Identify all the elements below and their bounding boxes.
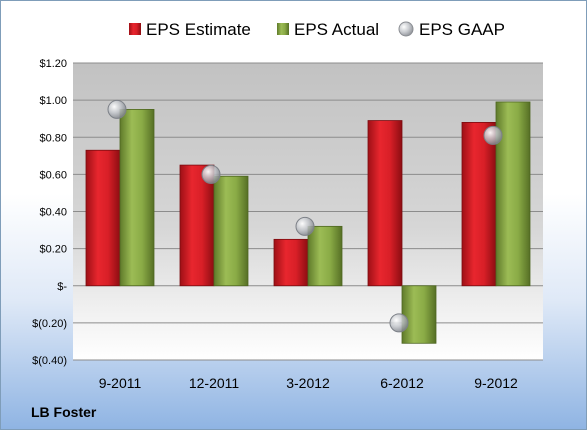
x-category-label: 6-2012 (380, 375, 424, 391)
point-eps-gaap (201, 164, 221, 184)
x-category-label: 9-2012 (474, 375, 518, 391)
x-category-label: 9-2011 (99, 375, 142, 391)
y-tick-label: $1.00 (39, 95, 67, 107)
legend-marker-gaap (398, 21, 414, 37)
legend: EPS Estimate EPS Actual EPS GAAP (129, 20, 505, 39)
legend-label-estimate: EPS Estimate (146, 20, 251, 39)
gaap-points (107, 99, 503, 333)
point-eps-gaap (389, 313, 409, 333)
bar-eps-actual (401, 285, 437, 344)
legend-label-actual: EPS Actual (294, 20, 379, 39)
bar-eps-actual (213, 175, 249, 287)
legend-label-gaap: EPS GAAP (419, 20, 505, 39)
bar-eps-estimate (461, 122, 497, 287)
x-axis-labels: 9-2011 12-2011 3-2012 6-2012 9-2012 (99, 375, 518, 391)
point-eps-gaap (295, 216, 315, 236)
bars (85, 101, 531, 344)
y-axis-tick-labels: $1.20 $1.00 $0.80 $0.60 $0.40 $0.20 $- $(0.20) $… (32, 58, 67, 367)
y-tick-label: $0.60 (39, 169, 67, 181)
y-tick-label: $0.80 (39, 132, 67, 144)
bar-eps-estimate (85, 149, 121, 287)
y-tick-label: $(0.20) (32, 318, 67, 330)
y-tick-label: $- (57, 281, 67, 293)
point-eps-gaap (107, 99, 127, 119)
bar-eps-estimate (179, 164, 215, 287)
legend-swatch-estimate (129, 23, 141, 35)
y-tick-label: $0.20 (39, 244, 67, 256)
bar-eps-estimate (273, 238, 309, 287)
bar-eps-estimate (367, 120, 403, 287)
x-category-label: 12-2011 (189, 375, 240, 391)
legend-swatch-actual (277, 23, 289, 35)
bar-eps-actual (119, 109, 155, 287)
company-label: LB Foster (31, 404, 97, 420)
y-tick-label: $(0.40) (32, 355, 67, 367)
bar-eps-actual (495, 101, 531, 287)
bar-eps-actual (307, 225, 343, 287)
x-category-label: 3-2012 (286, 375, 330, 391)
y-tick-label: $0.40 (39, 207, 67, 219)
y-tick-label: $1.20 (39, 58, 67, 70)
point-eps-gaap (483, 125, 503, 145)
